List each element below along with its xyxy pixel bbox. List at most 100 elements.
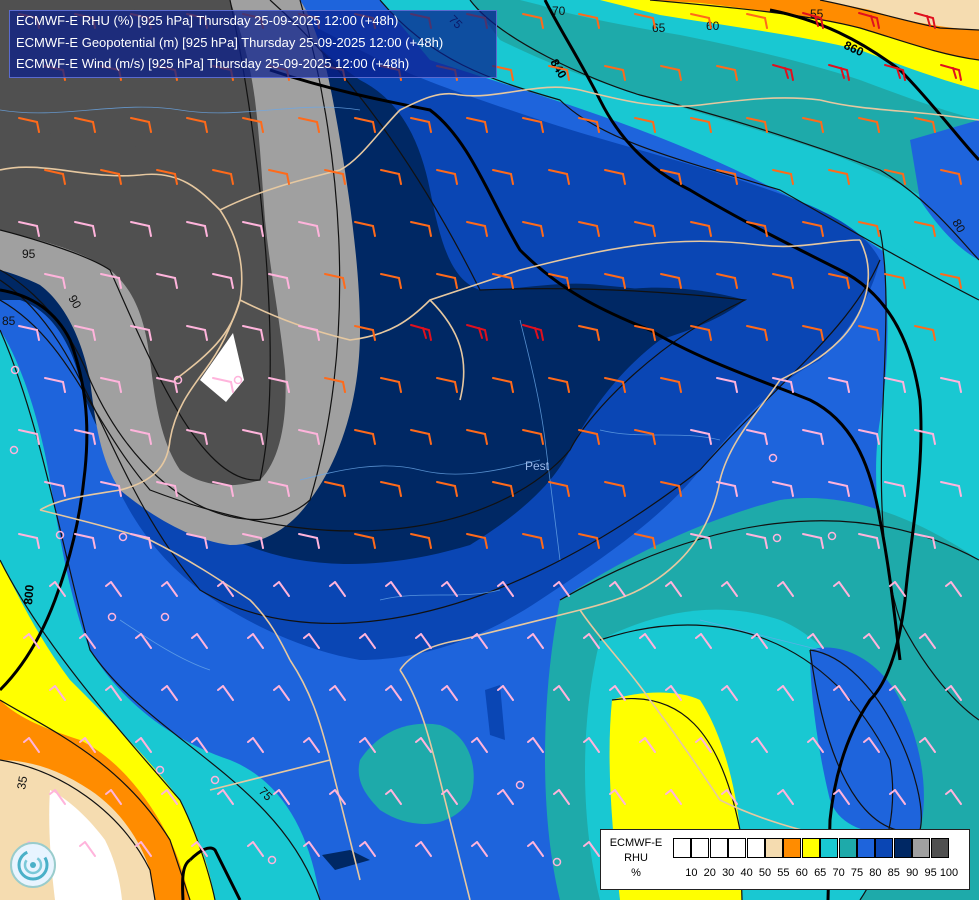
wind-barb — [74, 429, 96, 445]
title-line-geopotential: ECMWF-E Geopotential (m) [925 hPa] Thurs… — [16, 35, 444, 50]
wind-barb — [105, 581, 122, 597]
wind-barb — [634, 429, 656, 445]
geopotential-label-800: 800 — [21, 584, 37, 605]
wind-barb — [828, 169, 850, 185]
legend-title-line-3: % — [631, 867, 641, 879]
calm-wind-marker — [10, 365, 20, 375]
legend-swatch — [820, 838, 839, 858]
wind-barb — [385, 685, 402, 701]
wind-barb — [604, 169, 626, 185]
wind-barb — [130, 221, 152, 237]
wind-barb — [695, 633, 712, 649]
wind-barb — [604, 377, 626, 393]
wind-barb — [919, 737, 936, 753]
wind-barb — [833, 685, 850, 701]
wind-barb — [777, 581, 794, 597]
wind-barb — [751, 633, 768, 649]
wind-barb — [522, 221, 544, 237]
wind-barb — [833, 581, 850, 597]
wind-barb — [828, 481, 850, 497]
wind-barb — [130, 533, 152, 549]
wind-barb — [436, 169, 458, 185]
wind-barb — [914, 117, 936, 133]
wind-barb — [858, 12, 880, 29]
wind-barb — [802, 325, 824, 341]
wind-barb — [777, 789, 794, 805]
wind-barb — [191, 841, 208, 857]
wind-barb — [772, 64, 794, 81]
wind-barb — [410, 324, 432, 341]
wind-barb — [522, 429, 544, 445]
wind-barb — [609, 789, 626, 805]
wind-barb — [247, 633, 264, 649]
wind-barb — [436, 481, 458, 497]
wind-barb — [186, 221, 208, 237]
wind-barb — [100, 481, 122, 497]
wind-barb — [665, 581, 682, 597]
wind-barb — [858, 325, 880, 341]
wind-barb — [802, 221, 824, 237]
wind-barb — [105, 685, 122, 701]
wind-barb — [354, 325, 376, 341]
wind-barb — [497, 685, 514, 701]
wind-barb — [746, 533, 768, 549]
rhu-band-90-small — [322, 850, 370, 870]
wind-barb — [548, 273, 570, 289]
wind-barb — [716, 481, 738, 497]
rhu-band-80-right — [910, 120, 979, 260]
wind-barb — [23, 737, 40, 753]
wind-barb — [746, 325, 768, 341]
legend-tick-label: 80 — [869, 867, 882, 879]
wind-barb — [156, 273, 178, 289]
title-line-rhu: ECMWF-E RHU (%) [925 hPa] Thursday 25-09… — [16, 13, 399, 28]
wind-barb — [79, 737, 96, 753]
wind-barb — [578, 429, 600, 445]
wind-barb — [940, 64, 962, 81]
wind-barb — [298, 221, 320, 237]
wind-barb — [217, 685, 234, 701]
wind-barb — [746, 13, 768, 29]
wind-barb — [441, 581, 458, 597]
calm-wind-marker — [267, 855, 277, 865]
wind-barb — [721, 789, 738, 805]
wind-barb — [634, 325, 656, 341]
wind-barb — [858, 533, 880, 549]
calm-wind-marker — [9, 445, 19, 455]
legend-tick-label: 100 — [939, 867, 959, 879]
wind-barb — [690, 221, 712, 237]
wind-barb — [889, 581, 906, 597]
city-label-pest: Pest — [525, 459, 550, 473]
wind-barb — [466, 533, 488, 549]
wind-barb — [359, 633, 376, 649]
legend-tick-label: 60 — [795, 867, 808, 879]
wind-barb — [130, 429, 152, 445]
wind-barb — [721, 685, 738, 701]
wind-barb — [79, 841, 96, 857]
wind-barbs — [9, 12, 962, 867]
wind-barb — [247, 841, 264, 857]
wind-barb — [380, 169, 402, 185]
wind-barb — [161, 685, 178, 701]
wind-barb — [18, 117, 40, 133]
wind-barb — [634, 533, 656, 549]
rhu-label-85: 85 — [2, 314, 16, 328]
rhu-label-65: 65 — [652, 21, 666, 35]
wind-barb — [354, 221, 376, 237]
wind-barb — [914, 221, 936, 237]
wind-barb — [690, 429, 712, 445]
calm-wind-marker — [118, 532, 128, 542]
wind-barb — [130, 325, 152, 341]
wind-barb — [359, 737, 376, 753]
wind-barb — [751, 737, 768, 753]
rhu-band-90-pocket — [619, 287, 745, 335]
title-line-wind: ECMWF-E Wind (m/s) [925 hPa] Thursday 25… — [16, 56, 410, 71]
wind-barb — [161, 581, 178, 597]
wind-barb — [242, 117, 264, 133]
wind-barb — [135, 737, 152, 753]
wind-barb — [242, 221, 264, 237]
wind-barb — [578, 325, 600, 341]
wind-barb — [273, 685, 290, 701]
wind-barb — [18, 429, 40, 445]
